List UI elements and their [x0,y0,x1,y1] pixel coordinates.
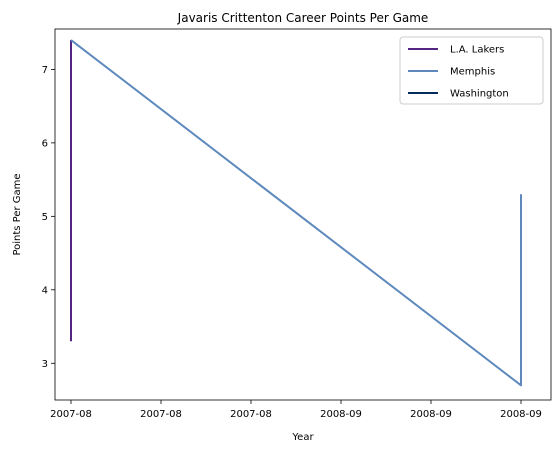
series-line-memphis [70,39,522,387]
x-tick-label: 2007-08 [50,409,92,420]
x-tick-label: 2007-08 [230,409,272,420]
y-tick-label: 7 [42,65,48,76]
y-axis-label: Points Per Game [12,173,23,255]
y-tick-label: 6 [42,138,48,149]
plot-frame [54,28,552,401]
x-tick-label: 2007-08 [140,409,182,420]
legend-label-l-a-lakers: L.A. Lakers [450,45,504,56]
y-tick-label: 3 [42,359,48,370]
y-axis-ticks: 3 4 5 6 7 [42,65,55,370]
x-tick-label: 2008-09 [410,409,452,420]
series-layer [70,39,522,387]
legend-box [399,36,544,105]
x-axis-ticks: 2007-08 2007-08 2007-08 2008-09 2008-09 2008-… [50,400,542,420]
x-axis-label: Year [291,432,314,443]
chart-title: Javaris Crittenton Career Points Per Gam… [177,11,429,25]
x-tick-label: 2008-09 [320,409,362,420]
legend: L.A. Lakers Memphis Washington [399,36,544,105]
legend-label-washington: Washington [450,89,509,100]
y-tick-label: 4 [42,285,48,296]
y-tick-label: 5 [42,212,48,223]
x-tick-label: 2008-09 [500,409,542,420]
legend-label-memphis: Memphis [450,67,495,78]
